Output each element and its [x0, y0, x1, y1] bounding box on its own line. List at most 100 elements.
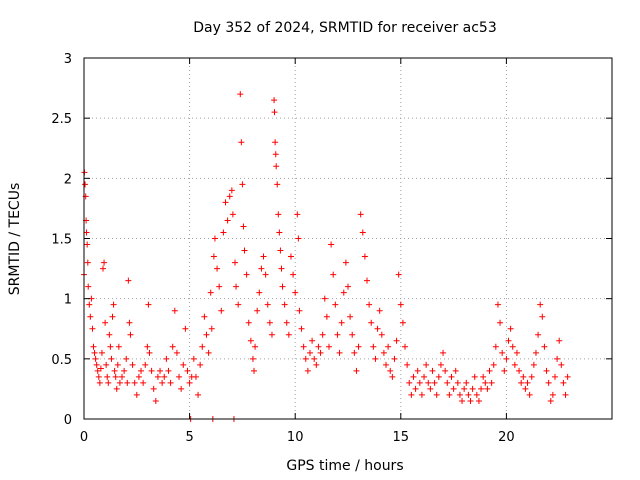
data-point: [102, 319, 109, 326]
data-point: [342, 259, 349, 266]
data-point: [103, 361, 110, 368]
data-point: [522, 385, 529, 392]
data-point: [376, 307, 383, 314]
data-point: [184, 367, 191, 374]
data-point: [268, 331, 275, 338]
data-point: [163, 355, 170, 362]
data-point: [492, 343, 499, 350]
data-point: [349, 331, 356, 338]
data-point: [431, 379, 438, 386]
data-point: [306, 349, 313, 356]
data-point: [226, 193, 233, 200]
data-point: [127, 331, 134, 338]
data-point: [220, 229, 227, 236]
data-point: [516, 367, 523, 374]
data-point: [256, 289, 263, 296]
data-point: [427, 385, 434, 392]
data-point: [549, 391, 556, 398]
data-point: [292, 289, 299, 296]
data-point: [393, 337, 400, 344]
data-point: [486, 367, 493, 374]
chart-title: Day 352 of 2024, SRMTID for receiver ac5…: [193, 20, 497, 36]
data-point: [119, 373, 126, 380]
y-tick-label: 0: [64, 413, 72, 428]
data-point: [107, 343, 114, 350]
data-point: [454, 379, 461, 386]
data-point: [484, 385, 491, 392]
data-point: [378, 331, 385, 338]
data-point: [235, 301, 242, 308]
data-point: [423, 361, 430, 368]
data-point: [296, 307, 303, 314]
data-point: [551, 373, 558, 380]
data-point: [271, 97, 278, 104]
data-point: [319, 331, 326, 338]
data-point: [323, 313, 330, 320]
data-point: [513, 349, 520, 356]
data-point: [241, 247, 248, 254]
data-point: [272, 151, 279, 158]
data-point: [240, 223, 247, 230]
data-point: [313, 361, 320, 368]
data-point: [399, 319, 406, 326]
data-point: [425, 379, 432, 386]
data-point: [541, 343, 548, 350]
data-point: [539, 313, 546, 320]
data-point: [537, 301, 544, 308]
data-point: [243, 271, 250, 278]
data-point: [475, 397, 482, 404]
data-point: [418, 391, 425, 398]
data-point: [252, 343, 259, 350]
data-point: [190, 355, 197, 362]
data-point: [437, 361, 444, 368]
data-point: [131, 379, 138, 386]
data-point: [290, 271, 297, 278]
data-point: [526, 391, 533, 398]
data-point: [357, 211, 364, 218]
data-point: [144, 343, 151, 350]
data-point: [207, 289, 214, 296]
data-point: [105, 379, 112, 386]
data-point: [442, 367, 449, 374]
data-point: [276, 229, 283, 236]
data-point: [157, 367, 164, 374]
data-point: [165, 367, 172, 374]
data-point: [124, 379, 131, 386]
data-point: [178, 385, 185, 392]
data-point: [278, 265, 285, 272]
data-point: [435, 373, 442, 380]
data-point: [511, 361, 518, 368]
data-point: [116, 379, 123, 386]
data-point: [558, 361, 565, 368]
data-point: [545, 379, 552, 386]
data-point: [556, 337, 563, 344]
data-point: [111, 367, 118, 374]
data-point: [501, 367, 508, 374]
data-point: [101, 259, 108, 266]
data-point: [85, 283, 92, 290]
data-point: [402, 343, 409, 350]
data-point: [154, 373, 161, 380]
data-point: [192, 373, 199, 380]
data-point: [100, 265, 107, 272]
data-point: [383, 361, 390, 368]
data-point: [467, 397, 474, 404]
data-point: [302, 355, 309, 362]
data-point: [214, 265, 221, 272]
data-point: [304, 367, 311, 374]
data-point: [205, 349, 212, 356]
data-point: [372, 355, 379, 362]
data-point: [368, 319, 375, 326]
data-point: [112, 373, 119, 380]
data-point: [161, 373, 168, 380]
data-point: [463, 379, 470, 386]
y-tick-label: 0.5: [51, 353, 72, 368]
data-point: [370, 343, 377, 350]
data-point: [260, 253, 267, 260]
data-point: [238, 139, 245, 146]
data-point: [275, 211, 282, 218]
data-point: [125, 277, 132, 284]
data-point: [385, 343, 392, 350]
data-point: [328, 241, 335, 248]
